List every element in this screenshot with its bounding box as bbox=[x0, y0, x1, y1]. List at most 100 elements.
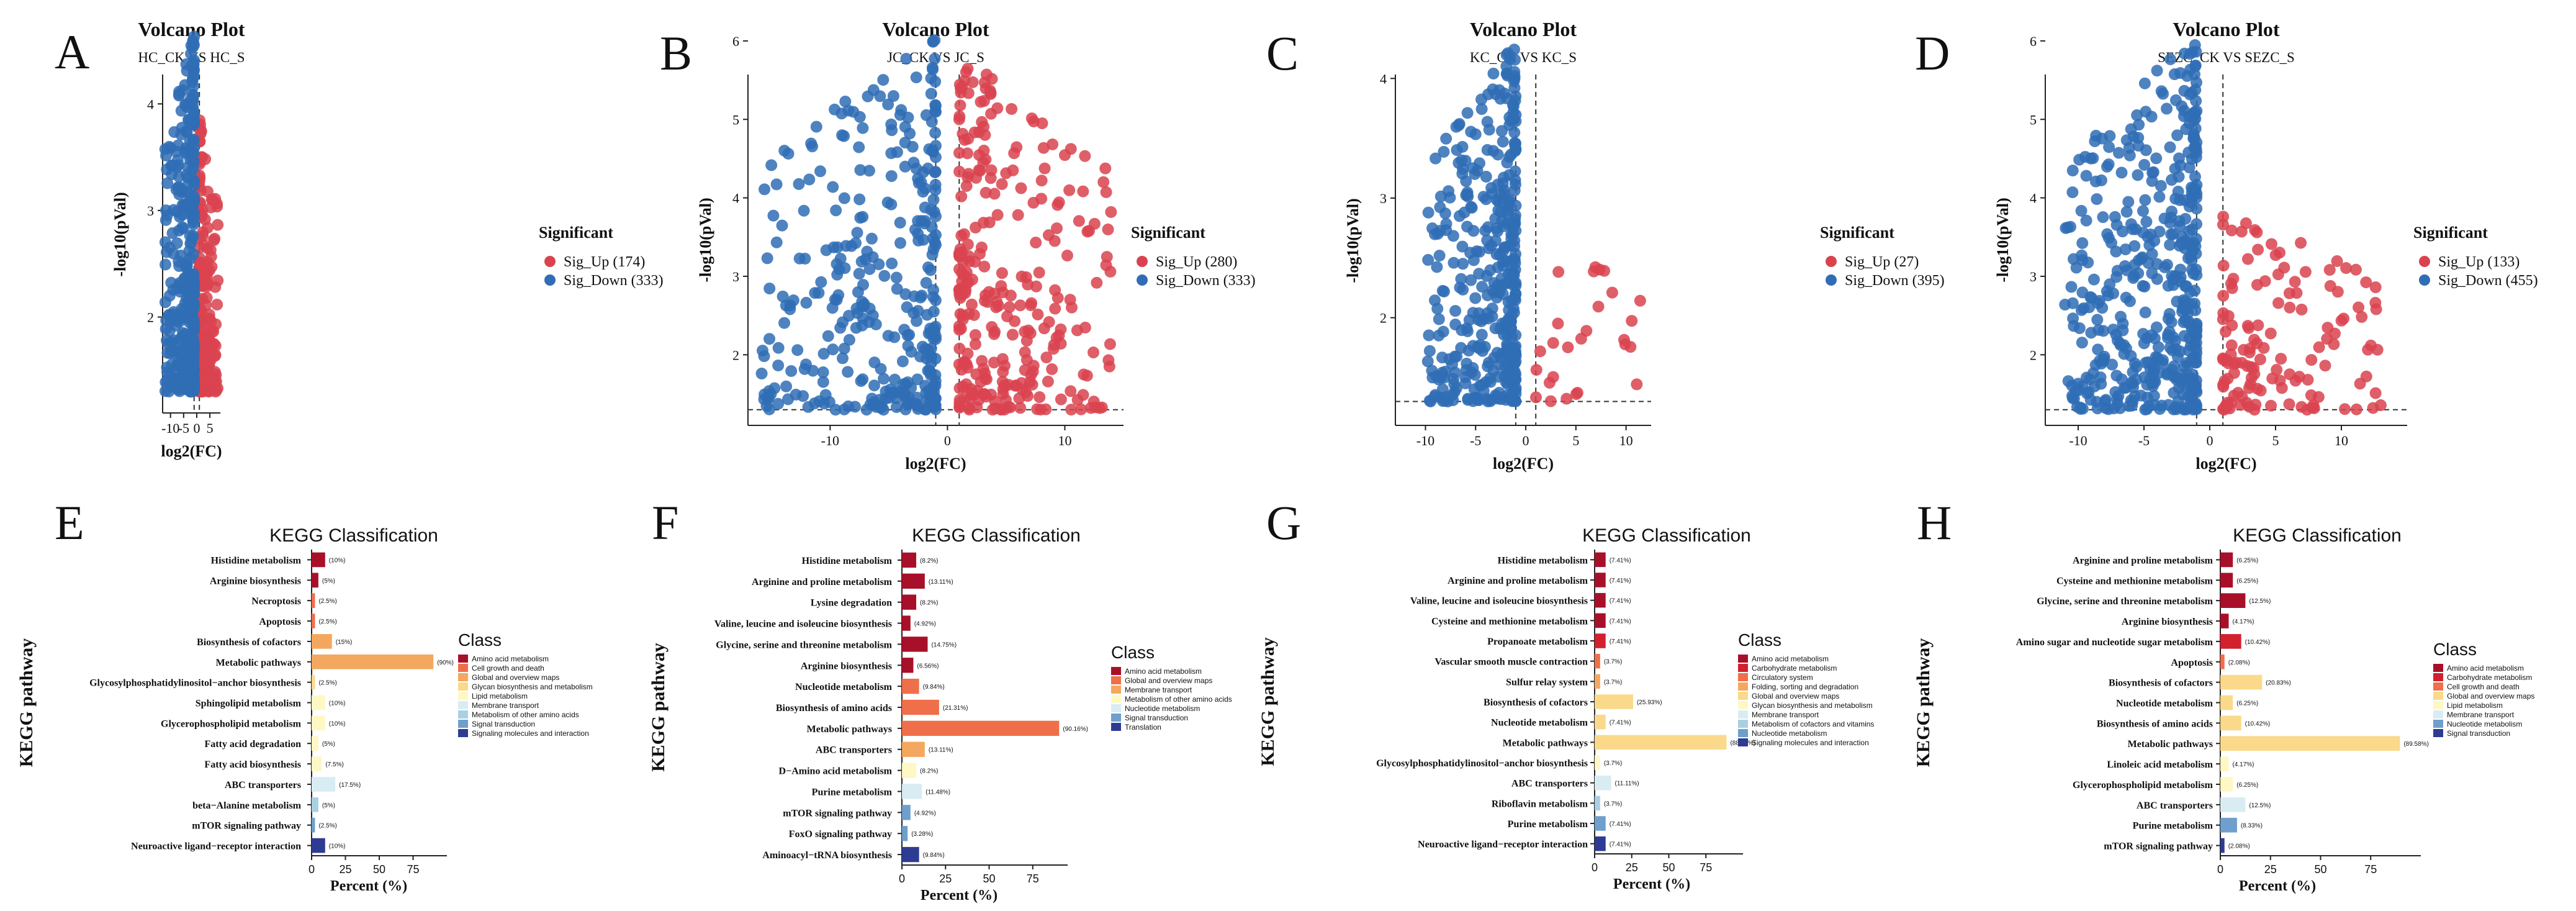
sig-up-point bbox=[960, 278, 973, 291]
sig-up-point bbox=[1031, 403, 1043, 415]
sig-down-point bbox=[2140, 144, 2152, 156]
bar bbox=[312, 756, 322, 771]
sig-down-point bbox=[777, 290, 789, 302]
sig-down-point bbox=[184, 119, 197, 131]
sig-down-point bbox=[887, 90, 899, 102]
legend-label: Amino acid metabolism bbox=[1752, 655, 1829, 663]
sig-down-point bbox=[2080, 170, 2092, 182]
sig-down-point bbox=[891, 283, 903, 295]
sig-down-point bbox=[882, 98, 894, 111]
sig-down-point bbox=[2167, 228, 2179, 240]
sig-down-point bbox=[778, 317, 791, 329]
x-tick-label: 50 bbox=[1662, 861, 1675, 874]
sig-down-point bbox=[888, 331, 901, 343]
sig-up-point bbox=[953, 113, 965, 125]
sig-down-point bbox=[2174, 263, 2187, 276]
category-label: Glycine, serine and threonine metabolism bbox=[2037, 596, 2213, 607]
sig-down-point bbox=[790, 389, 802, 401]
sig-up-point bbox=[1016, 270, 1028, 283]
sig-down-point bbox=[2081, 371, 2093, 384]
legend-swatch bbox=[2433, 673, 2443, 681]
sig-down-point bbox=[765, 159, 778, 171]
sig-down-point bbox=[1436, 284, 1449, 297]
sig-up-point bbox=[2225, 224, 2238, 237]
sig-up-point bbox=[2302, 374, 2314, 386]
sig-up-point bbox=[2232, 387, 2245, 399]
sig-down-point bbox=[1483, 124, 1495, 136]
x-tick-label: 75 bbox=[1027, 872, 1039, 885]
category-label: mTOR signaling pathway bbox=[783, 808, 892, 818]
legend-label: Sig_Up (280) bbox=[1156, 254, 1237, 270]
sig-down-point bbox=[1436, 395, 1449, 407]
sig-up-point bbox=[2299, 266, 2312, 278]
sig-up-point bbox=[1007, 164, 1019, 176]
sig-down-point bbox=[1460, 175, 1472, 188]
category-label: Metabolic pathways bbox=[2128, 739, 2213, 750]
sig-down-point bbox=[910, 163, 922, 175]
bar-value-label: (3.7%) bbox=[1604, 760, 1622, 767]
sig-down-point bbox=[2153, 366, 2166, 379]
bar bbox=[312, 614, 315, 628]
sig-up-point bbox=[961, 147, 973, 160]
sig-up-point bbox=[2340, 262, 2353, 274]
sig-down-point bbox=[176, 348, 189, 360]
sig-down-point bbox=[888, 373, 901, 386]
x-tick-label: 75 bbox=[1700, 861, 1712, 874]
sig-up-point bbox=[2252, 319, 2264, 332]
category-label: Arginine and proline metabolism bbox=[1448, 576, 1588, 586]
sig-down-point bbox=[1473, 268, 1485, 280]
sig-down-point bbox=[172, 356, 184, 369]
sig-down-point bbox=[2138, 77, 2151, 89]
sig-up-point bbox=[1104, 338, 1116, 350]
x-tick-label: -10 bbox=[161, 420, 179, 436]
legend-swatch bbox=[1738, 692, 1748, 700]
sig-up-point bbox=[977, 388, 989, 401]
sig-down-point bbox=[772, 342, 785, 354]
bar bbox=[2220, 736, 2400, 751]
bar-value-label: (11.11%) bbox=[1615, 781, 1639, 787]
sig-down-point bbox=[1510, 224, 1522, 237]
sig-up-point bbox=[999, 379, 1011, 391]
sig-up-point bbox=[968, 309, 980, 321]
sig-up-point bbox=[1075, 403, 1088, 415]
sig-down-point bbox=[2119, 243, 2132, 256]
sig-up-point bbox=[2248, 362, 2260, 374]
sig-down-point bbox=[1475, 93, 1488, 106]
sig-down-point bbox=[187, 34, 199, 47]
bar bbox=[1595, 714, 1606, 730]
sig-down-point bbox=[868, 356, 881, 369]
sig-down-point bbox=[2084, 394, 2097, 406]
bar bbox=[902, 573, 925, 589]
sig-down-point bbox=[1474, 339, 1487, 351]
x-tick-label: 0 bbox=[2207, 433, 2213, 448]
sig-up-point bbox=[2369, 281, 2382, 294]
sig-down-point bbox=[2066, 389, 2079, 402]
sig-up-point bbox=[1038, 162, 1051, 174]
sig-down-point bbox=[817, 366, 829, 378]
sig-up-point bbox=[1063, 184, 1076, 196]
sig-down-point bbox=[2092, 343, 2104, 356]
sig-down-point bbox=[2067, 312, 2079, 325]
sig-down-point bbox=[2102, 289, 2114, 302]
bar-value-label: (2.5%) bbox=[318, 823, 336, 830]
sig-up-point bbox=[988, 188, 1001, 200]
sig-down-point bbox=[1439, 365, 1452, 378]
sig-down-point bbox=[2167, 273, 2179, 286]
sig-down-point bbox=[160, 204, 173, 217]
sig-up-point bbox=[1006, 329, 1019, 341]
sig-down-point bbox=[1492, 148, 1504, 161]
sig-down-point bbox=[1475, 315, 1487, 327]
sig-up-point bbox=[1544, 395, 1557, 407]
bar-value-label: (7.41%) bbox=[1610, 841, 1631, 848]
x-tick-label: 5 bbox=[2272, 433, 2279, 448]
bar-value-label: (90.16%) bbox=[1063, 726, 1088, 733]
sig-up-point bbox=[1065, 301, 1078, 314]
sig-up-point bbox=[1081, 369, 1093, 382]
sig-down-point bbox=[827, 343, 839, 356]
sig-down-point bbox=[785, 365, 798, 377]
sig-up-point bbox=[1012, 209, 1024, 221]
sig-up-point bbox=[2254, 353, 2266, 366]
y-tick-label: 4 bbox=[147, 96, 154, 112]
sig-down-point bbox=[2120, 381, 2132, 394]
sig-down-point bbox=[2087, 273, 2100, 286]
